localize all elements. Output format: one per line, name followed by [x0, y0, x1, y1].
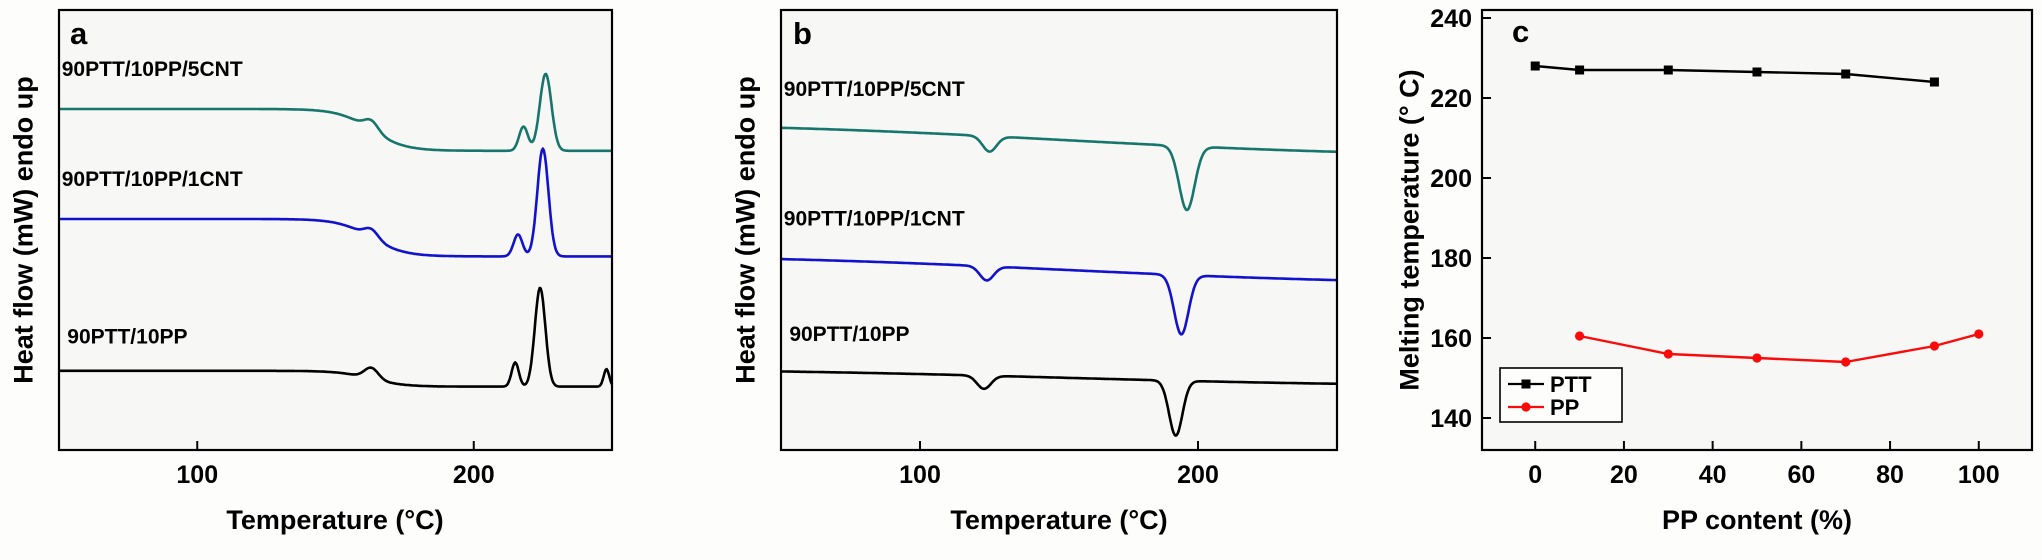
x-axis-label-b: Temperature (°C) [950, 505, 1168, 535]
svg-text:90PTT/10PP/1CNT: 90PTT/10PP/1CNT [784, 208, 965, 231]
svg-text:100: 100 [176, 461, 218, 489]
y-axis-label-c: Melting temperature (° C) [1394, 69, 1425, 391]
svg-text:100: 100 [899, 461, 941, 489]
x-axis-label-a: Temperature (°C) [226, 505, 444, 535]
y-axis-label-b: Heat flow (mW) endo up [730, 76, 761, 384]
svg-text:200: 200 [1430, 165, 1472, 193]
svg-text:220: 220 [1430, 85, 1472, 113]
svg-text:PP: PP [1550, 395, 1579, 420]
panel-letter-c: c [1512, 14, 1530, 49]
svg-text:140: 140 [1430, 405, 1472, 433]
svg-text:80: 80 [1876, 461, 1904, 489]
svg-text:90PTT/10PP/1CNT: 90PTT/10PP/1CNT [62, 168, 243, 191]
svg-text:90PTT/10PP/5CNT: 90PTT/10PP/5CNT [62, 58, 243, 81]
svg-text:90PTT/10PP: 90PTT/10PP [789, 323, 909, 346]
y-axis-label-a: Heat flow (mW) endo up [8, 76, 39, 384]
svg-text:100: 100 [1958, 461, 2000, 489]
svg-text:240: 240 [1430, 5, 1472, 33]
svg-text:90PTT/10PP: 90PTT/10PP [67, 326, 187, 349]
svg-text:60: 60 [1787, 461, 1815, 489]
svg-text:200: 200 [1177, 461, 1219, 489]
svg-text:20: 20 [1610, 461, 1638, 489]
panel-letter-b: b [793, 16, 812, 51]
svg-text:0: 0 [1528, 461, 1542, 489]
svg-text:40: 40 [1699, 461, 1727, 489]
x-axis-label-c: PP content (%) [1661, 505, 1853, 535]
svg-text:200: 200 [453, 461, 495, 489]
svg-text:180: 180 [1430, 245, 1472, 273]
svg-text:90PTT/10PP/5CNT: 90PTT/10PP/5CNT [784, 78, 965, 101]
svg-text:PTT: PTT [1550, 372, 1592, 397]
panel-letter-a: a [70, 16, 88, 51]
svg-text:160: 160 [1430, 325, 1472, 353]
